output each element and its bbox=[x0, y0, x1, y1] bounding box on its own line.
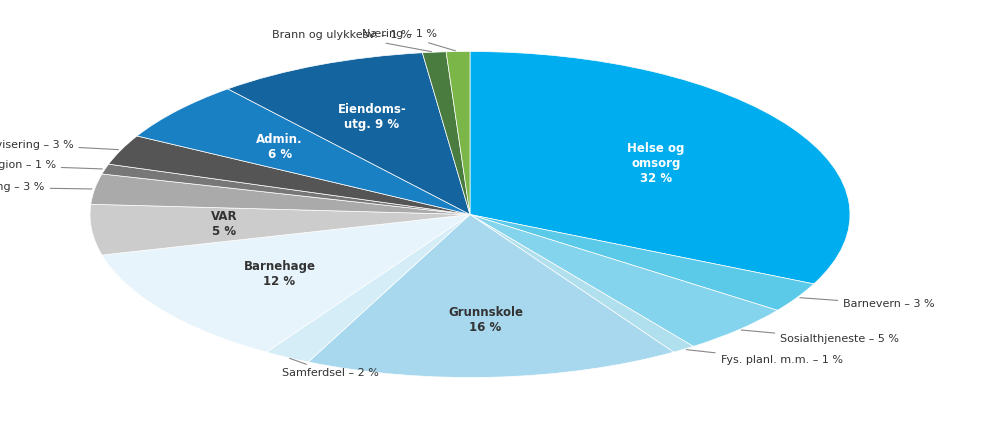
Wedge shape bbox=[470, 214, 777, 346]
Text: Brann og ulykkesv. – 1 %: Brann og ulykkesv. – 1 % bbox=[272, 30, 432, 51]
Wedge shape bbox=[470, 51, 850, 284]
Wedge shape bbox=[90, 204, 470, 255]
Text: Kultur/idrett/rekrutering – 3 %: Kultur/idrett/rekrutering – 3 % bbox=[0, 182, 92, 192]
Text: Barnevern – 3 %: Barnevern – 3 % bbox=[800, 298, 935, 309]
Text: Fys. planl. m.m. – 1 %: Fys. planl. m.m. – 1 % bbox=[686, 350, 843, 365]
Wedge shape bbox=[109, 136, 470, 214]
Text: Aktivisering – 3 %: Aktivisering – 3 % bbox=[0, 139, 118, 150]
Wedge shape bbox=[102, 164, 470, 214]
Text: Grunnskole
16 %: Grunnskole 16 % bbox=[448, 306, 523, 334]
Wedge shape bbox=[228, 53, 470, 214]
Text: VAR
5 %: VAR 5 % bbox=[211, 211, 237, 239]
Wedge shape bbox=[308, 214, 674, 378]
Wedge shape bbox=[91, 174, 470, 214]
Wedge shape bbox=[137, 89, 470, 214]
Text: Næring – 1 %: Næring – 1 % bbox=[362, 29, 455, 51]
Text: Kirke/religion – 1 %: Kirke/religion – 1 % bbox=[0, 160, 102, 170]
Wedge shape bbox=[470, 214, 693, 352]
Wedge shape bbox=[470, 214, 814, 310]
Wedge shape bbox=[266, 214, 470, 362]
Text: Eiendoms-
utg. 9 %: Eiendoms- utg. 9 % bbox=[338, 103, 406, 131]
Text: Admin.
6 %: Admin. 6 % bbox=[256, 133, 303, 161]
Text: Barnehage
12 %: Barnehage 12 % bbox=[243, 260, 315, 288]
Wedge shape bbox=[446, 51, 470, 214]
Text: Samferdsel – 2 %: Samferdsel – 2 % bbox=[282, 358, 379, 378]
Text: Helse og
omsorg
32 %: Helse og omsorg 32 % bbox=[627, 142, 685, 185]
Wedge shape bbox=[422, 52, 470, 214]
Wedge shape bbox=[102, 214, 470, 352]
Text: Sosialthjeneste – 5 %: Sosialthjeneste – 5 % bbox=[741, 330, 899, 344]
